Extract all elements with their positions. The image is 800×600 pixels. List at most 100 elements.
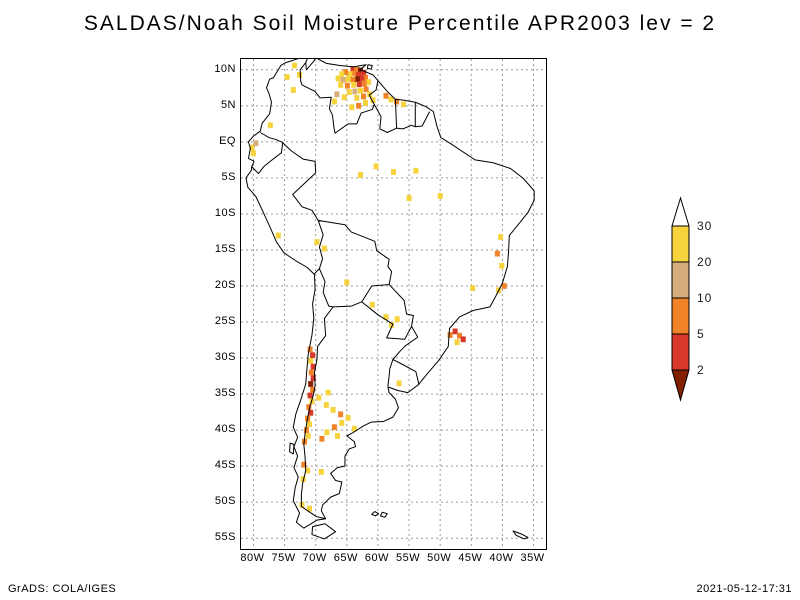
colorbar-level-label: 5 (697, 327, 705, 341)
soil-moisture-cell (330, 407, 336, 413)
soil-moisture-cell (310, 363, 316, 370)
soil-moisture-cell (351, 82, 357, 88)
soil-moisture-cell (275, 232, 281, 239)
lat-tick-label: 20S (214, 278, 236, 291)
lon-tick-label: 50W (427, 552, 452, 564)
map-frame (240, 58, 547, 550)
soil-moisture-cell (351, 425, 357, 432)
soil-moisture-cell (344, 279, 350, 286)
soil-moisture-cell (354, 66, 360, 73)
soil-moisture-cell (344, 82, 350, 89)
soil-moisture-cell (340, 77, 346, 83)
soil-moisture-cell (334, 91, 340, 98)
soil-moisture-cell (363, 86, 369, 93)
soil-moisture-cell (359, 75, 365, 82)
lon-tick-label: 75W (271, 552, 296, 564)
soil-moisture-cell (454, 339, 460, 346)
soil-moisture-cell (339, 420, 345, 426)
grads-credit: GrADS: COLA/IGES (8, 583, 117, 595)
soil-moisture-cell (363, 74, 368, 81)
soil-moisture-cell (314, 239, 320, 245)
soil-moisture-cell (447, 332, 453, 338)
soil-moisture-cell (321, 245, 327, 252)
lat-tick-label: 15S (214, 242, 236, 255)
lon-tick-label: 80W (240, 552, 265, 564)
soil-moisture-cell (347, 71, 353, 77)
lat-tick-label: 5S (221, 170, 236, 183)
soil-moisture-cell (358, 172, 363, 178)
soil-moisture-cell (307, 392, 313, 399)
trinidad-island (367, 65, 372, 69)
soil-moisture-cell (499, 262, 505, 269)
soil-moisture-cell (356, 72, 362, 78)
colorbar-segment (671, 261, 690, 299)
soil-moisture-cell (284, 74, 290, 80)
lat-tick-label: 45S (214, 459, 236, 472)
soil-moisture-cell (316, 394, 322, 401)
plot-title: SALDAS/Noah Soil Moisture Percentile APR… (83, 12, 717, 35)
soil-moisture-cell (351, 70, 357, 77)
colorbar-segment (671, 333, 690, 371)
soil-moisture-cell (460, 336, 466, 343)
soil-moisture-cell (335, 75, 341, 82)
soil-moisture-cell (369, 301, 375, 308)
soil-moisture-cell (498, 234, 504, 240)
colorbar-segment (671, 297, 690, 335)
soil-moisture-cell (299, 502, 305, 508)
geography (246, 59, 534, 539)
soil-moisture-cell (383, 314, 389, 320)
falkland-islands (372, 512, 388, 518)
soil-moisture-cell (352, 88, 358, 95)
soil-moisture-cell (350, 66, 356, 72)
soil-moisture-cell (401, 101, 406, 108)
soil-moisture-cell (350, 77, 356, 83)
soil-moisture-cell (394, 98, 400, 105)
lat-tick-label: 5N (220, 98, 236, 111)
soil-moisture-cell (396, 380, 402, 387)
south-america-coastline (246, 59, 534, 528)
lon-tick-label: 45W (458, 552, 483, 564)
soil-moisture-cell (308, 381, 314, 387)
soil-moisture-cell (501, 283, 507, 289)
soil-moisture-cell (383, 92, 389, 99)
soil-moisture-cell (249, 144, 255, 151)
soil-moisture-cell (305, 433, 311, 439)
soil-moisture-patches (249, 62, 507, 512)
soil-moisture-cell (307, 346, 313, 353)
soil-moisture-cell (338, 82, 344, 88)
soil-moisture-cell (297, 72, 302, 78)
soil-moisture-cell (363, 100, 368, 106)
soil-moisture-cell (391, 169, 396, 175)
soil-moisture-cell (437, 193, 443, 199)
colorbar-level-label: 20 (697, 255, 712, 269)
soil-moisture-cell (292, 62, 297, 69)
soil-moisture-cell (394, 316, 400, 322)
soil-moisture-cell (354, 95, 360, 101)
lat-tick-label: 25S (214, 315, 236, 327)
chiloe-island (290, 443, 294, 454)
soil-moisture-cell (250, 150, 256, 157)
soil-moisture-cell (373, 163, 379, 170)
soil-moisture-cell (331, 98, 337, 105)
lat-tick-label: 35S (214, 387, 236, 400)
soil-moisture-cell (346, 89, 352, 95)
soil-moisture-cell (356, 81, 362, 88)
soil-moisture-cell (323, 402, 329, 408)
lon-tick-label: 35W (520, 552, 545, 564)
soil-moisture-cell (325, 389, 331, 396)
soil-moisture-cell (306, 404, 312, 410)
soil-moisture-cell (308, 409, 314, 416)
soil-moisture-cell (358, 87, 363, 94)
soil-moisture-cell (307, 421, 312, 428)
soil-moisture-cell (343, 69, 349, 75)
soil-moisture-cell (349, 104, 355, 111)
soil-moisture-cell (308, 369, 314, 376)
lon-tick-label: 60W (364, 552, 389, 564)
lat-tick-label: 10N (214, 62, 236, 75)
soil-moisture-cell (290, 87, 296, 93)
lat-tick-label: 55S (214, 531, 236, 544)
colorbar-up-arrow (671, 196, 690, 227)
colorbar-level-label: 30 (697, 219, 712, 233)
soil-moisture-cell (457, 332, 462, 339)
